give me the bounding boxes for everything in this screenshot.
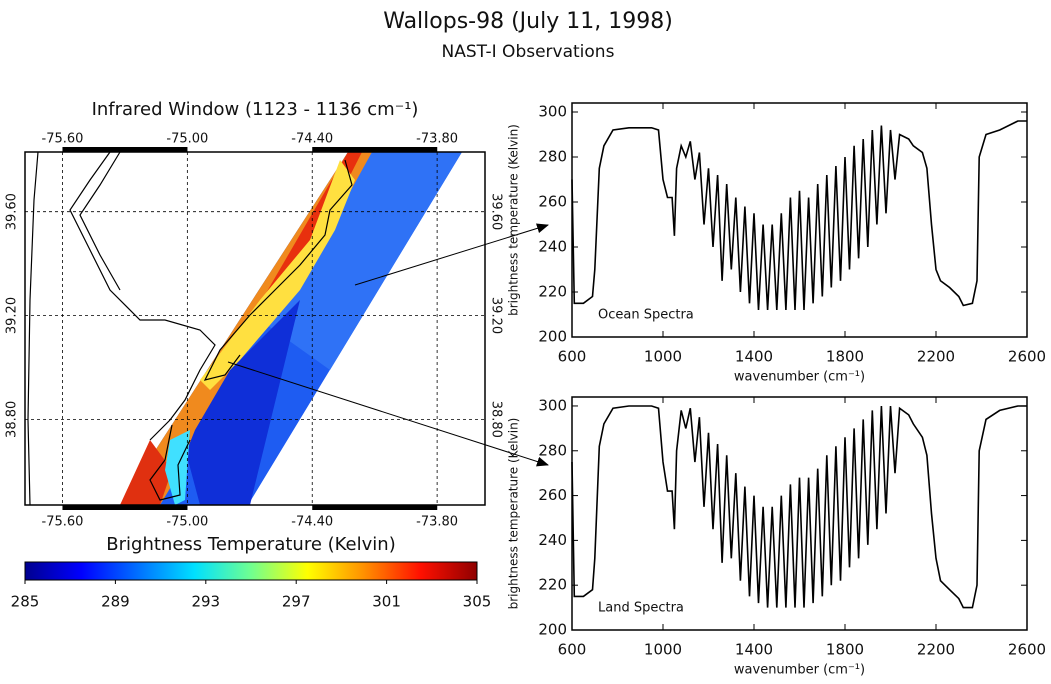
- spectrum-line: [571, 120, 1027, 311]
- y-tick-label: 280: [538, 441, 567, 459]
- map-title: Infrared Window (1123 - 1136 cm⁻¹): [92, 99, 419, 120]
- x-tick-label: 2600: [1008, 641, 1046, 659]
- x-tick-label: -73.80: [416, 132, 458, 147]
- arrow: [354, 223, 549, 286]
- y-axis-label: brightness temperature (Kelvin): [507, 124, 521, 316]
- x-tick-label: 2600: [1008, 348, 1046, 366]
- x-tick-label: 2200: [917, 348, 955, 366]
- y-tick-label: 200: [538, 621, 567, 639]
- map-image: [120, 152, 462, 505]
- plot-frame: [571, 396, 1028, 631]
- x-axis-label: wavenumber (cm⁻¹): [734, 370, 865, 385]
- x-tick-label: -73.80: [416, 515, 458, 530]
- tick-bar: [312, 505, 438, 510]
- y-tick-label: 280: [538, 148, 567, 166]
- y-tick-label: 260: [538, 486, 567, 504]
- y-tick-label: 260: [538, 193, 567, 211]
- y-tick-label: 200: [538, 328, 567, 346]
- y-tick-label: 240: [538, 531, 567, 549]
- colorbar: [24, 561, 478, 581]
- x-tick-label: -75.00: [166, 132, 208, 147]
- annotation: Land Spectra: [598, 601, 684, 616]
- figure-title: Wallops-98 (July 11, 1998): [383, 9, 673, 34]
- plot-frame: [571, 102, 1028, 338]
- x-tick-label: 1400: [735, 641, 773, 659]
- x-tick-label: 1000: [644, 641, 682, 659]
- x-tick-label: -74.40: [291, 515, 333, 530]
- x-tick-label: -74.40: [291, 132, 333, 147]
- colorbar-tick-label: 289: [101, 593, 130, 611]
- figure-subtitle: NAST-I Observations: [442, 42, 615, 62]
- map-frame: [24, 151, 486, 506]
- y-axis-label: brightness temperature (Kelvin): [507, 418, 521, 610]
- colorbar-title: Brightness Temperature (Kelvin): [106, 534, 395, 555]
- x-tick-label: 1400: [735, 348, 773, 366]
- colorbar-tick-label: 285: [11, 593, 40, 611]
- x-tick-label: 600: [558, 348, 587, 366]
- x-tick-label: 2200: [917, 641, 955, 659]
- x-tick-label: 600: [558, 641, 587, 659]
- y-tick-label: 220: [538, 283, 567, 301]
- colorbar-tick-label: 293: [191, 593, 220, 611]
- x-tick-label: 1800: [826, 348, 864, 366]
- colorbar-tick-label: 301: [372, 593, 401, 611]
- x-axis-label: wavenumber (cm⁻¹): [734, 663, 865, 678]
- y-tick-label: 220: [538, 576, 567, 594]
- y-tick-label: 38.80: [489, 401, 504, 438]
- x-tick-label: -75.60: [42, 132, 84, 147]
- tick-bar: [312, 147, 438, 152]
- y-tick-label: 39.20: [489, 297, 504, 334]
- tick-bar: [62, 147, 188, 152]
- spectrum-line: [571, 405, 1027, 609]
- arrow: [227, 361, 549, 467]
- y-tick-label: 39.60: [489, 193, 504, 230]
- y-tick-label: 300: [538, 103, 567, 121]
- land-coastlines: [27, 151, 216, 506]
- x-tick-label: 1800: [826, 641, 864, 659]
- x-tick-label: -75.00: [166, 515, 208, 530]
- y-tick-label: 38.80: [5, 401, 20, 438]
- y-tick-label: 39.20: [5, 297, 20, 334]
- annotation: Ocean Spectra: [598, 308, 694, 323]
- y-tick-label: 300: [538, 396, 567, 414]
- y-tick-label: 39.60: [5, 193, 20, 230]
- x-tick-label: -75.60: [42, 515, 84, 530]
- x-tick-label: 1000: [644, 348, 682, 366]
- y-tick-label: 240: [538, 238, 567, 256]
- tick-bar: [62, 505, 188, 510]
- colorbar-tick-label: 297: [282, 593, 311, 611]
- colorbar-tick-label: 305: [463, 593, 492, 611]
